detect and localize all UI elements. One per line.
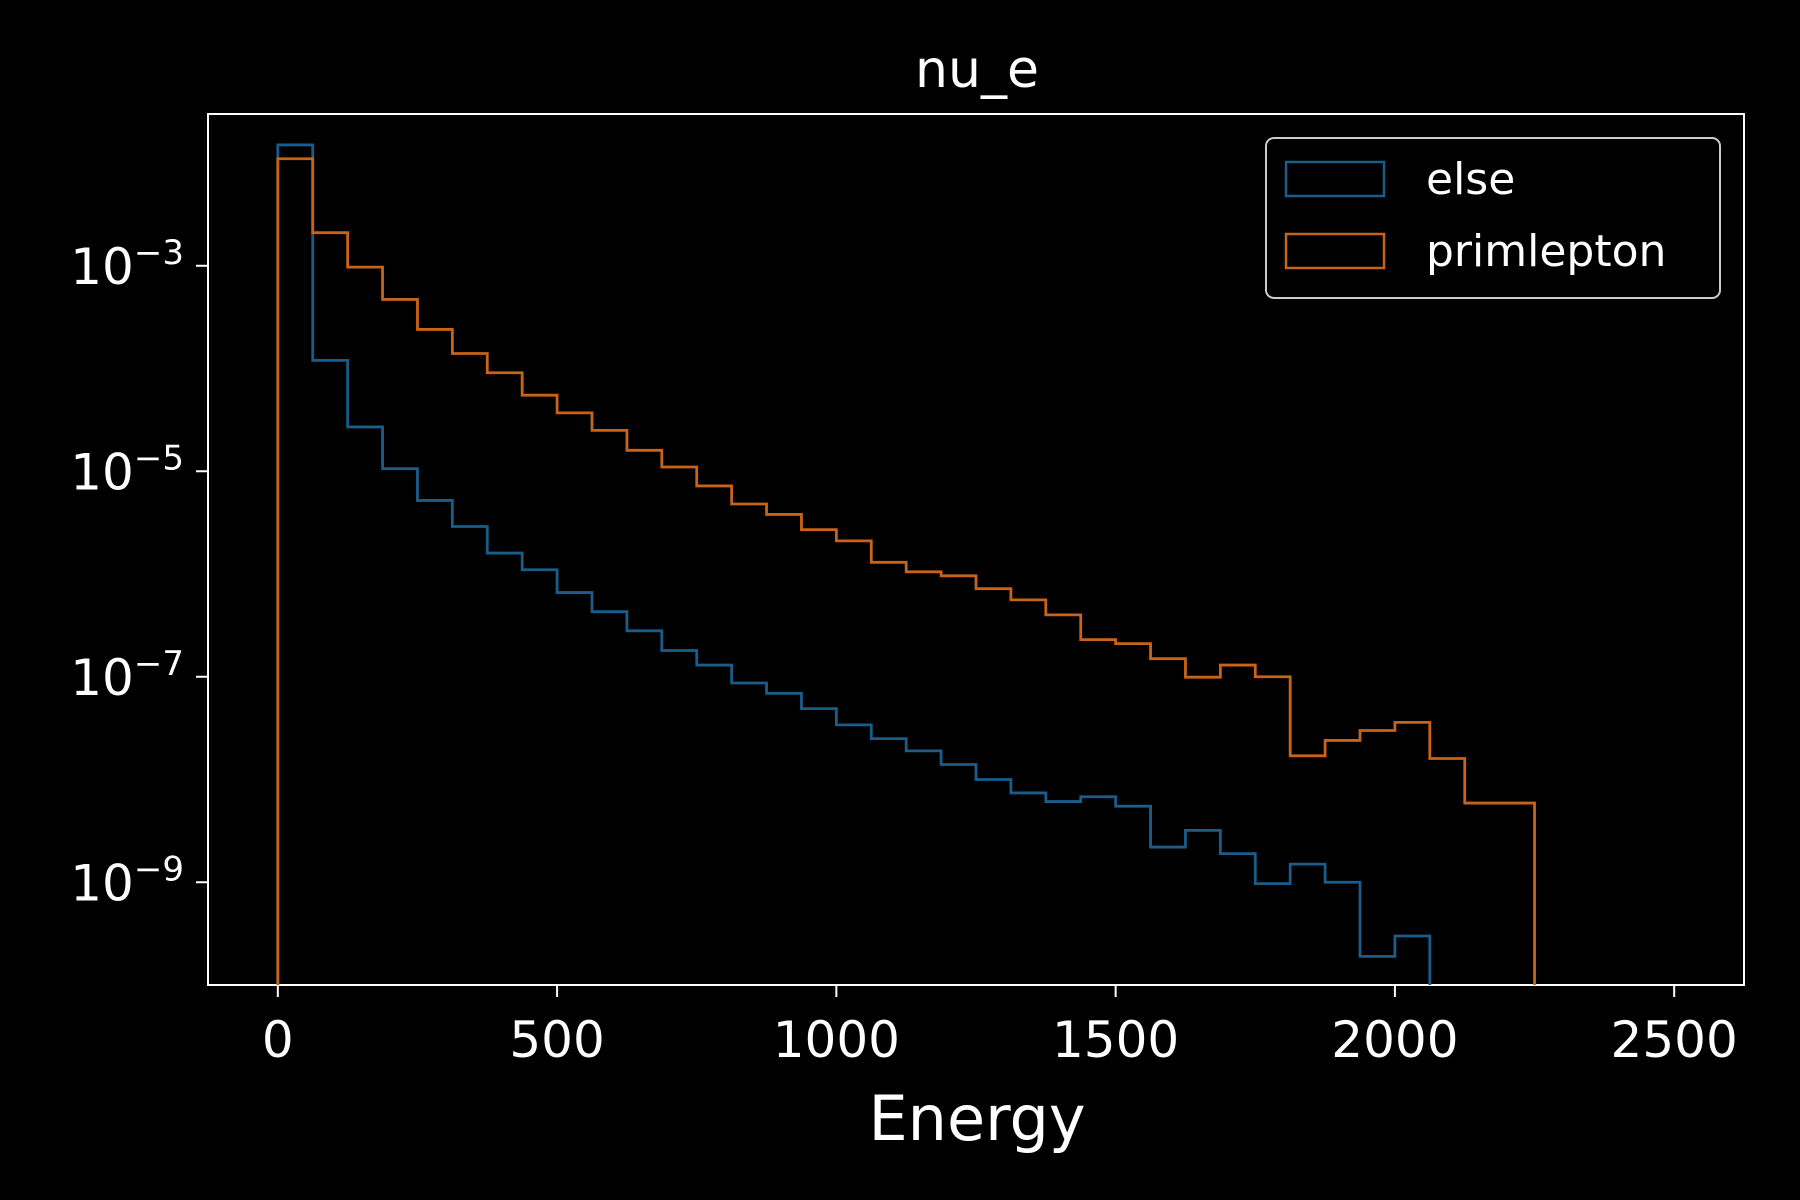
y-tick-exponent: −3 <box>134 233 184 273</box>
x-tick-label: 1500 <box>1052 1011 1179 1069</box>
legend-swatch-else <box>1284 160 1386 198</box>
x-tick-label: 1000 <box>773 1011 900 1069</box>
y-tick-label: 10−7 <box>70 644 184 707</box>
y-tick-base: 10 <box>70 649 134 707</box>
y-tick-base: 10 <box>70 238 134 296</box>
plot-area <box>207 113 1745 986</box>
y-tick-exponent: −7 <box>134 644 184 684</box>
series-line-else <box>276 143 1432 985</box>
legend-label-primlepton: primlepton <box>1426 226 1666 277</box>
plot-frame <box>207 113 1745 986</box>
x-tick-label: 2500 <box>1611 1011 1738 1069</box>
x-axis-ticks: 0 500 1000 1500 2000 2500 <box>262 985 1738 1069</box>
x-tick-label: 500 <box>509 1011 604 1069</box>
x-axis-label: Energy <box>868 1082 1085 1155</box>
y-tick-base: 10 <box>70 854 134 912</box>
y-tick-exponent: −5 <box>134 438 184 478</box>
y-tick-label: 10−9 <box>70 849 184 912</box>
legend-label-else: else <box>1426 154 1515 205</box>
legend: else primlepton <box>1265 137 1721 299</box>
x-tick-label: 2000 <box>1331 1011 1458 1069</box>
y-tick-exponent: −9 <box>134 849 184 889</box>
series-group <box>276 143 1536 985</box>
y-tick-base: 10 <box>70 443 134 501</box>
y-tick-label: 10−5 <box>70 438 184 501</box>
y-axis-ticks: 10−310−510−710−9 <box>70 233 208 912</box>
y-tick-label: 10−3 <box>70 233 184 296</box>
legend-swatch-primlepton <box>1284 232 1386 270</box>
chart-title: nu_e <box>915 40 1039 100</box>
series-line-primlepton <box>276 157 1536 985</box>
x-tick-label: 0 <box>262 1011 294 1069</box>
legend-frame <box>1265 137 1721 299</box>
